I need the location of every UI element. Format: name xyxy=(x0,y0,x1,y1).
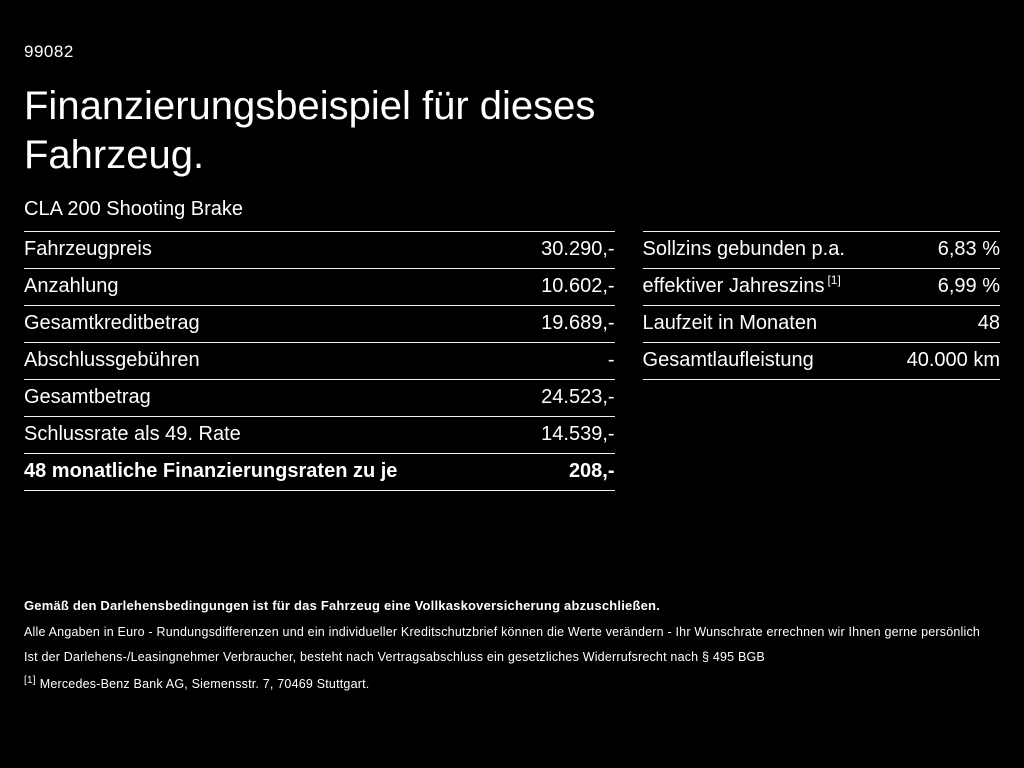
financing-tables: Fahrzeugpreis 30.290,- Anzahlung 10.602,… xyxy=(24,230,1000,491)
row-value: 48 xyxy=(977,311,1000,334)
table-row: Fahrzeugpreis 30.290,- xyxy=(24,232,615,269)
row-value: 14.539,- xyxy=(541,422,615,445)
insurance-note: Gemäß den Darlehensbedingungen ist für d… xyxy=(24,598,661,613)
row-value: 24.523,- xyxy=(541,385,615,408)
bank-footnote: [1] Mercedes-Benz Bank AG, Siemensstr. 7,… xyxy=(24,675,1000,693)
row-label: effektiver Jahreszins [1] xyxy=(642,272,841,297)
table-row: Gesamtlaufleistung 40.000 km xyxy=(642,343,1000,380)
table-row-monthly-rate: 48 monatliche Finanzierungsraten zu je 2… xyxy=(24,454,615,491)
bank-footnote-text: Mercedes-Benz Bank AG, Siemensstr. 7, 70… xyxy=(39,676,370,691)
footnote-marker: [1] xyxy=(827,272,841,287)
row-label: Gesamtkreditbetrag xyxy=(24,311,200,334)
row-value: 6,83 % xyxy=(937,237,1000,260)
page-title: Finanzierungsbeispiel für dieses Fahrzeu… xyxy=(24,84,596,177)
row-value: 40.000 km xyxy=(906,348,1000,371)
row-label: Abschlussgebühren xyxy=(24,348,200,371)
table-row: Abschlussgebühren - xyxy=(24,343,615,380)
row-label: Laufzeit in Monaten xyxy=(642,311,818,334)
table-row: Sollzins gebunden p.a. 6,83 % xyxy=(642,232,1000,269)
row-value: 30.290,- xyxy=(541,237,615,260)
row-label: Gesamtbetrag xyxy=(24,385,151,408)
table-row: Schlussrate als 49. Rate 14.539,- xyxy=(24,417,615,454)
row-value: 6,99 % xyxy=(937,274,1000,297)
page-number: 99082 xyxy=(24,42,74,61)
row-label: Fahrzeugpreis xyxy=(24,237,152,260)
table-row: Laufzeit in Monaten 48 xyxy=(642,306,1000,343)
conditions-table: Sollzins gebunden p.a. 6,83 % effektiver… xyxy=(642,230,1000,380)
row-label: Anzahlung xyxy=(24,274,119,297)
table-row: effektiver Jahreszins [1] 6,99 % xyxy=(642,269,1000,306)
row-value: 19.689,- xyxy=(541,311,615,334)
withdrawal-note: Ist der Darlehens-/Leasingnehmer Verbrau… xyxy=(24,649,765,664)
table-row: Anzahlung 10.602,- xyxy=(24,269,615,306)
table-row: Gesamtkreditbetrag 19.689,- xyxy=(24,306,615,343)
row-value: 10.602,- xyxy=(541,274,615,297)
row-value: - xyxy=(607,348,615,371)
euro-note: Alle Angaben in Euro - Rundungsdifferenz… xyxy=(24,625,981,640)
legal-notes: Gemäß den Darlehensbedingungen ist für d… xyxy=(24,598,1000,701)
row-label: Sollzins gebunden p.a. xyxy=(642,237,845,260)
row-value: 208,- xyxy=(568,459,615,482)
financing-details-table: Fahrzeugpreis 30.290,- Anzahlung 10.602,… xyxy=(24,230,615,491)
row-label: Schlussrate als 49. Rate xyxy=(24,422,241,445)
row-label: 48 monatliche Finanzierungsraten zu je xyxy=(24,459,398,482)
row-label: Gesamtlaufleistung xyxy=(642,348,814,371)
vehicle-model: CLA 200 Shooting Brake xyxy=(24,197,244,220)
footnote-marker: [1] xyxy=(24,674,36,686)
table-row: Gesamtbetrag 24.523,- xyxy=(24,380,615,417)
